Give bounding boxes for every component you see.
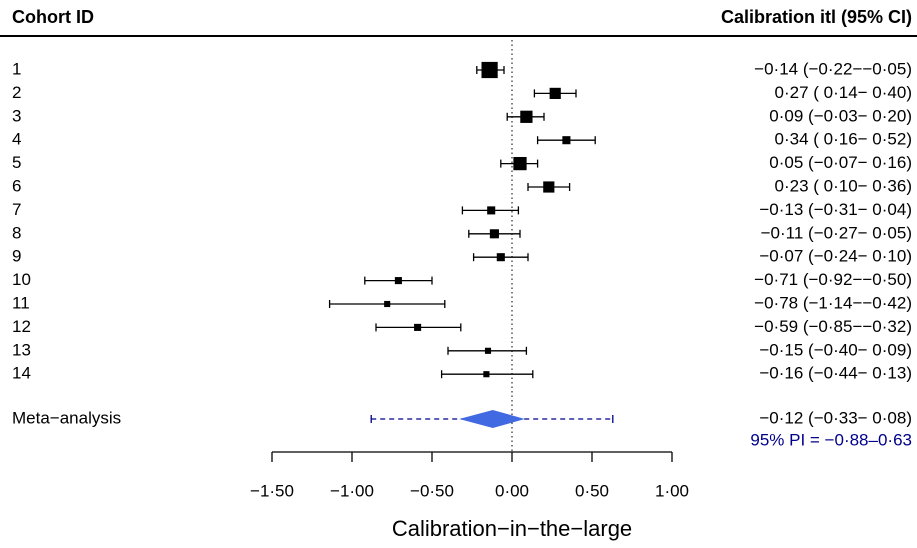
estimate-square: [384, 300, 391, 308]
cohort-label: 1: [12, 59, 21, 78]
ci-label: −0·71 (−0·92−−0·50): [754, 270, 912, 289]
x-tick-label: −1·00: [330, 481, 374, 500]
cohort-label: 5: [12, 153, 21, 172]
estimate-square: [562, 136, 571, 145]
cohort-label: 9: [12, 247, 21, 266]
cohort-label: 6: [12, 176, 21, 195]
estimate-square: [481, 61, 498, 79]
cohort-label: 2: [12, 83, 21, 102]
ci-label: 0·09 (−0·03− 0·20): [769, 106, 912, 125]
estimate-square: [484, 347, 492, 354]
cohort-label: 12: [12, 317, 31, 336]
ci-label: −0·15 (−0·40− 0·09): [759, 340, 912, 359]
x-tick-label: 0·00: [495, 481, 529, 500]
left-header: Cohort ID: [12, 7, 94, 27]
x-tick-label: 0·50: [575, 481, 609, 500]
cohort-label: 14: [12, 364, 31, 383]
estimate-square: [394, 277, 402, 285]
cohort-label: 7: [12, 200, 21, 219]
x-tick-label: 1·00: [655, 481, 689, 500]
estimate-square: [483, 371, 490, 378]
ci-label: 0·05 (−0·07− 0·16): [769, 153, 912, 172]
summary-diamond: [459, 410, 525, 428]
estimate-square: [520, 110, 533, 123]
ci-label: 0·27 ( 0·14− 0·40): [775, 83, 913, 102]
cohort-label: 8: [12, 223, 21, 242]
cohort-label: 11: [12, 293, 30, 312]
estimate-square: [414, 323, 422, 331]
estimate-square: [513, 156, 527, 171]
right-header: Calibration itl (95% CI): [721, 7, 912, 27]
estimate-square: [489, 229, 499, 239]
ci-label: −0·78 (−1·14−−0·42): [754, 293, 912, 312]
x-tick-label: −1·50: [250, 481, 294, 500]
ci-label: −0·11 (−0·27− 0·05): [761, 223, 912, 242]
cohort-label: 3: [12, 106, 21, 125]
cohort-label: 13: [12, 340, 31, 359]
ci-label: 0·23 ( 0·10− 0·36): [775, 176, 913, 195]
summary-label: Meta−analysis: [12, 408, 121, 427]
ci-label: −0·13 (−0·31− 0·04): [759, 200, 912, 219]
estimate-square: [543, 181, 555, 193]
cohort-label: 4: [12, 130, 21, 149]
summary-ci-label: −0·12 (−0·33− 0·08): [759, 408, 912, 427]
cohort-label: 10: [12, 270, 31, 289]
x-axis-title: Calibration−in−the−large: [392, 516, 632, 541]
ci-label: −0·07 (−0·24− 0·10): [759, 247, 912, 266]
ci-label: −0·14 (−0·22−−0·05): [754, 59, 912, 78]
estimate-square: [549, 87, 561, 99]
x-tick-label: −0·50: [410, 481, 454, 500]
pi-label: 95% PI = −0·88–0·63: [750, 430, 912, 449]
estimate-square: [487, 206, 496, 215]
ci-label: −0·16 (−0·44− 0·13): [759, 364, 912, 383]
estimate-square: [496, 253, 505, 262]
ci-label: 0·34 ( 0·16− 0·52): [775, 130, 913, 149]
ci-label: −0·59 (−0·85−−0·32): [754, 317, 912, 336]
